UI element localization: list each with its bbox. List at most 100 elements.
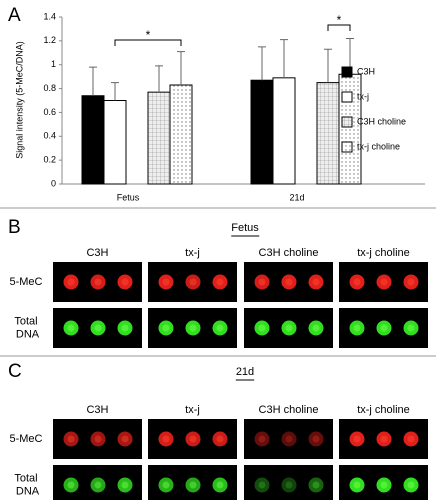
legend-label: C3H	[357, 66, 375, 76]
legend-swatch	[341, 66, 353, 78]
y-tick-label: 1.2	[43, 35, 56, 45]
blot-dot-core	[285, 435, 293, 443]
blot-dot-core	[380, 435, 388, 443]
blot-dot-core	[285, 278, 293, 286]
column-header: tx-j	[185, 247, 200, 259]
blot-dot-core	[258, 435, 266, 443]
blot-dot	[185, 477, 201, 493]
legend-swatch	[341, 116, 353, 128]
blot-dot-core	[353, 481, 361, 489]
annotation: *	[337, 13, 342, 27]
blot-dot-core	[94, 481, 102, 489]
row-label: 5-MeC	[9, 433, 42, 445]
blot-dot-core	[94, 324, 102, 332]
y-tick-label: 0.4	[43, 131, 56, 141]
blot-dot-core	[162, 435, 170, 443]
error-bar	[324, 48, 332, 83]
legend-swatch	[341, 91, 353, 103]
legend-label: tx-j	[357, 91, 369, 101]
y-tick-label: 1.4	[43, 11, 56, 21]
blot-dot	[90, 477, 106, 493]
blot-dot	[308, 477, 324, 493]
blot-dot	[281, 431, 297, 447]
blot-dot-core	[312, 435, 320, 443]
blot-dot-core	[258, 481, 266, 489]
blot-dot-core	[312, 324, 320, 332]
x-tick-label: 21d	[289, 192, 304, 202]
blot-dot-core	[258, 278, 266, 286]
row-label: Total DNA	[13, 315, 40, 340]
blot-dot-core	[162, 481, 170, 489]
blot-dot-core	[216, 324, 224, 332]
blot-dot-core	[353, 435, 361, 443]
error-bar	[89, 66, 97, 96]
blot-dot-core	[189, 324, 197, 332]
blot-dot-core	[216, 481, 224, 489]
blot-title: Fetus	[231, 222, 259, 234]
significance-bracket	[114, 39, 182, 46]
blot-dot-core	[67, 435, 75, 443]
blot-dot-core	[162, 324, 170, 332]
blot-dot-core	[353, 324, 361, 332]
error-bar	[111, 82, 119, 101]
blot-title: 21d	[236, 366, 254, 378]
y-tick-label: 0.6	[43, 107, 56, 117]
blot-dot-core	[216, 435, 224, 443]
y-tick-label: 0	[51, 178, 56, 188]
y-tick-label: 1	[51, 59, 56, 69]
blot-dot-core	[285, 324, 293, 332]
blot-dot-core	[380, 324, 388, 332]
column-header: C3H choline	[259, 247, 319, 259]
column-header: C3H choline	[259, 404, 319, 416]
y-axis-title: Signal intensity (5-MeC/DNA)	[14, 41, 24, 159]
blot-dot-core	[312, 278, 320, 286]
blot-dot-core	[189, 278, 197, 286]
blot-dot-core	[380, 278, 388, 286]
error-bar	[177, 51, 185, 85]
blot-dot-core	[189, 481, 197, 489]
blot-dot	[281, 477, 297, 493]
error-bar	[155, 65, 163, 93]
blot-dot-core	[407, 278, 415, 286]
blot-dot-core	[407, 324, 415, 332]
x-tick-label: Fetus	[117, 192, 140, 202]
column-header: tx-j choline	[357, 404, 410, 416]
legend-swatch	[341, 141, 353, 153]
blot-dot-core	[189, 435, 197, 443]
blot-dot	[254, 477, 270, 493]
blot-dot	[254, 431, 270, 447]
blot-dot-core	[121, 481, 129, 489]
legend-label: C3H choline	[357, 116, 406, 126]
blot-dot-core	[258, 324, 266, 332]
blot-dot-core	[67, 324, 75, 332]
column-header: C3H	[86, 247, 108, 259]
bar	[316, 82, 340, 185]
significance-bracket	[327, 24, 351, 31]
bar	[250, 79, 274, 185]
blot-dot	[158, 477, 174, 493]
blot-dot-core	[121, 324, 129, 332]
bar	[147, 91, 171, 185]
blot-dot-core	[353, 278, 361, 286]
y-tick-label: 0.2	[43, 155, 56, 165]
bar	[272, 77, 296, 185]
column-header: C3H	[86, 404, 108, 416]
blot-dot-core	[407, 435, 415, 443]
bar	[103, 100, 127, 185]
error-bar	[258, 46, 266, 81]
blot-dot	[117, 431, 133, 447]
blot-dot	[308, 431, 324, 447]
blot-dot-core	[216, 278, 224, 286]
bar	[81, 95, 105, 185]
panel-label: A	[8, 5, 21, 26]
blot-dot-core	[285, 481, 293, 489]
legend-label: tx-j choline	[357, 141, 400, 151]
blot-dot-core	[407, 481, 415, 489]
y-tick-label: 0.8	[43, 83, 56, 93]
column-header: tx-j	[185, 404, 200, 416]
row-label: 5-MeC	[9, 276, 42, 288]
blot-dot-core	[380, 481, 388, 489]
error-bar	[280, 39, 288, 78]
panel-label: B	[8, 217, 21, 238]
annotation: *	[146, 28, 151, 42]
